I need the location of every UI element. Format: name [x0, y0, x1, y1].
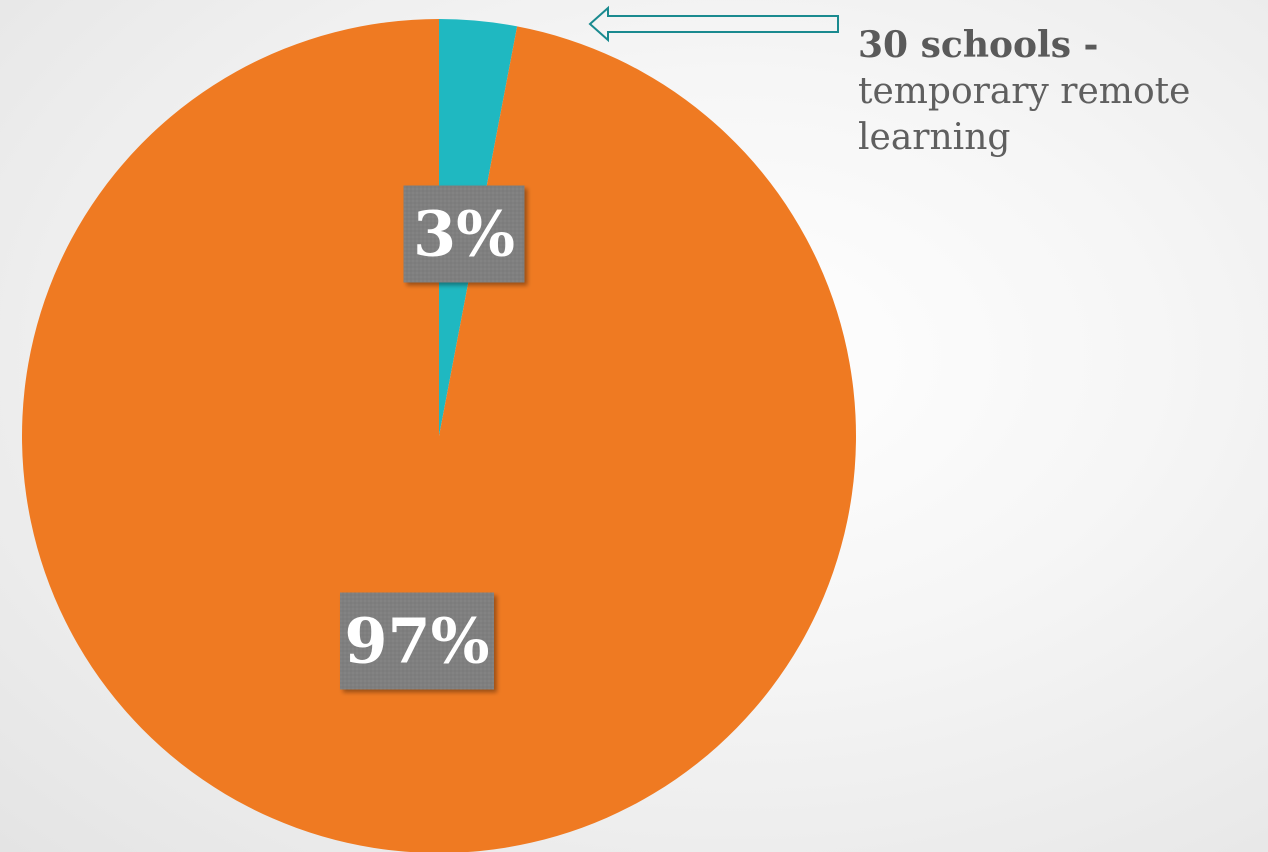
- annotation-text: temporary remote learning: [858, 71, 1191, 158]
- data-label-3-percent: 3%: [403, 185, 525, 283]
- annotation: 30 schools - temporary remote learning: [858, 22, 1258, 161]
- data-label-text: 97%: [344, 605, 489, 678]
- data-label-text: 3%: [413, 198, 515, 271]
- pie-slice-97-percent: [22, 19, 856, 852]
- annotation-count: 30 schools -: [858, 24, 1099, 66]
- data-label-box: [340, 592, 494, 690]
- callout-arrow: [588, 5, 839, 43]
- data-label-97-percent: 97%: [340, 592, 494, 690]
- data-label-box: [403, 185, 525, 283]
